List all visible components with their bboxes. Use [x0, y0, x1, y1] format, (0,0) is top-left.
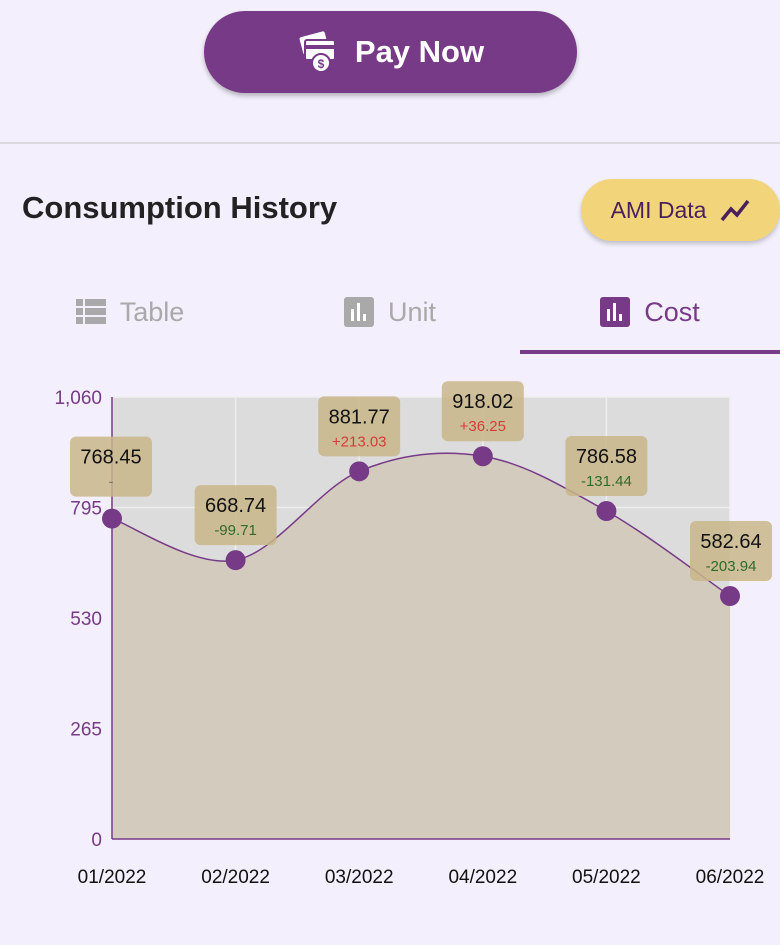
tab-cost-label: Cost	[644, 296, 700, 327]
data-label-change: -99.71	[214, 522, 257, 539]
trend-line-icon	[721, 199, 750, 222]
x-tick-label: 04/2022	[448, 867, 517, 888]
y-tick-label: 265	[70, 720, 102, 741]
data-point	[720, 586, 740, 607]
cost-chart: 0 265 530 795 1,060 01/2022 02/2022 03/2022 04/2…	[54, 381, 772, 888]
data-point	[102, 508, 122, 529]
data-label-box	[318, 396, 401, 457]
y-tick-label: 1,060	[54, 388, 102, 409]
area-fill	[112, 453, 730, 839]
data-point	[596, 501, 617, 522]
data-point	[472, 446, 493, 467]
y-tick-label: 795	[70, 499, 102, 520]
tab-cost[interactable]: Cost	[520, 270, 780, 354]
data-label-box	[565, 436, 648, 497]
table-icon	[75, 299, 106, 324]
data-label-value: 786.58	[576, 446, 637, 468]
data-label-change: -203.94	[706, 558, 757, 575]
x-tick-label: 02/2022	[201, 867, 270, 888]
data-label-change: -131.44	[581, 473, 632, 490]
data-point	[225, 550, 246, 571]
pay-now-label: Pay Now	[354, 34, 485, 69]
svg-text:$: $	[318, 57, 325, 71]
tab-unit-label: Unit	[387, 296, 436, 327]
data-label-value: 768.45	[80, 447, 141, 469]
card-dollar-icon: $	[299, 31, 336, 73]
data-label-box	[441, 381, 524, 442]
data-label-box	[690, 521, 772, 582]
bar-chart-icon	[600, 297, 631, 327]
ami-data-button[interactable]: AMI Data	[581, 179, 780, 241]
bar-chart-icon	[343, 297, 374, 327]
tab-table-label: Table	[119, 296, 185, 327]
divider	[0, 142, 780, 144]
data-label-change: +36.25	[460, 418, 506, 435]
chart-tabs: Table Unit Cost	[0, 270, 780, 354]
x-tick-label: 01/2022	[78, 867, 147, 888]
pay-now-button[interactable]: $ Pay Now	[204, 11, 577, 93]
x-tick-label: 03/2022	[325, 867, 394, 888]
data-label-value: 881.77	[329, 406, 390, 428]
data-label-value: 582.64	[700, 531, 761, 553]
x-tick-label: 05/2022	[572, 867, 641, 888]
data-label-change: +213.03	[332, 433, 387, 450]
ami-data-label: AMI Data	[610, 196, 707, 223]
data-label-box	[70, 436, 152, 497]
tab-unit[interactable]: Unit	[260, 270, 520, 354]
tab-table[interactable]: Table	[0, 270, 260, 354]
series-line	[111, 452, 731, 597]
section-title: Consumption History	[22, 190, 338, 225]
y-tick-label: 530	[70, 609, 102, 630]
data-label-change: -	[109, 474, 114, 491]
data-label-box	[194, 485, 277, 546]
data-point	[349, 461, 370, 482]
x-tick-label: 06/2022	[696, 867, 765, 888]
data-label-value: 668.74	[205, 495, 266, 517]
data-label-value: 918.02	[452, 391, 513, 413]
y-tick-label: 0	[91, 830, 102, 851]
